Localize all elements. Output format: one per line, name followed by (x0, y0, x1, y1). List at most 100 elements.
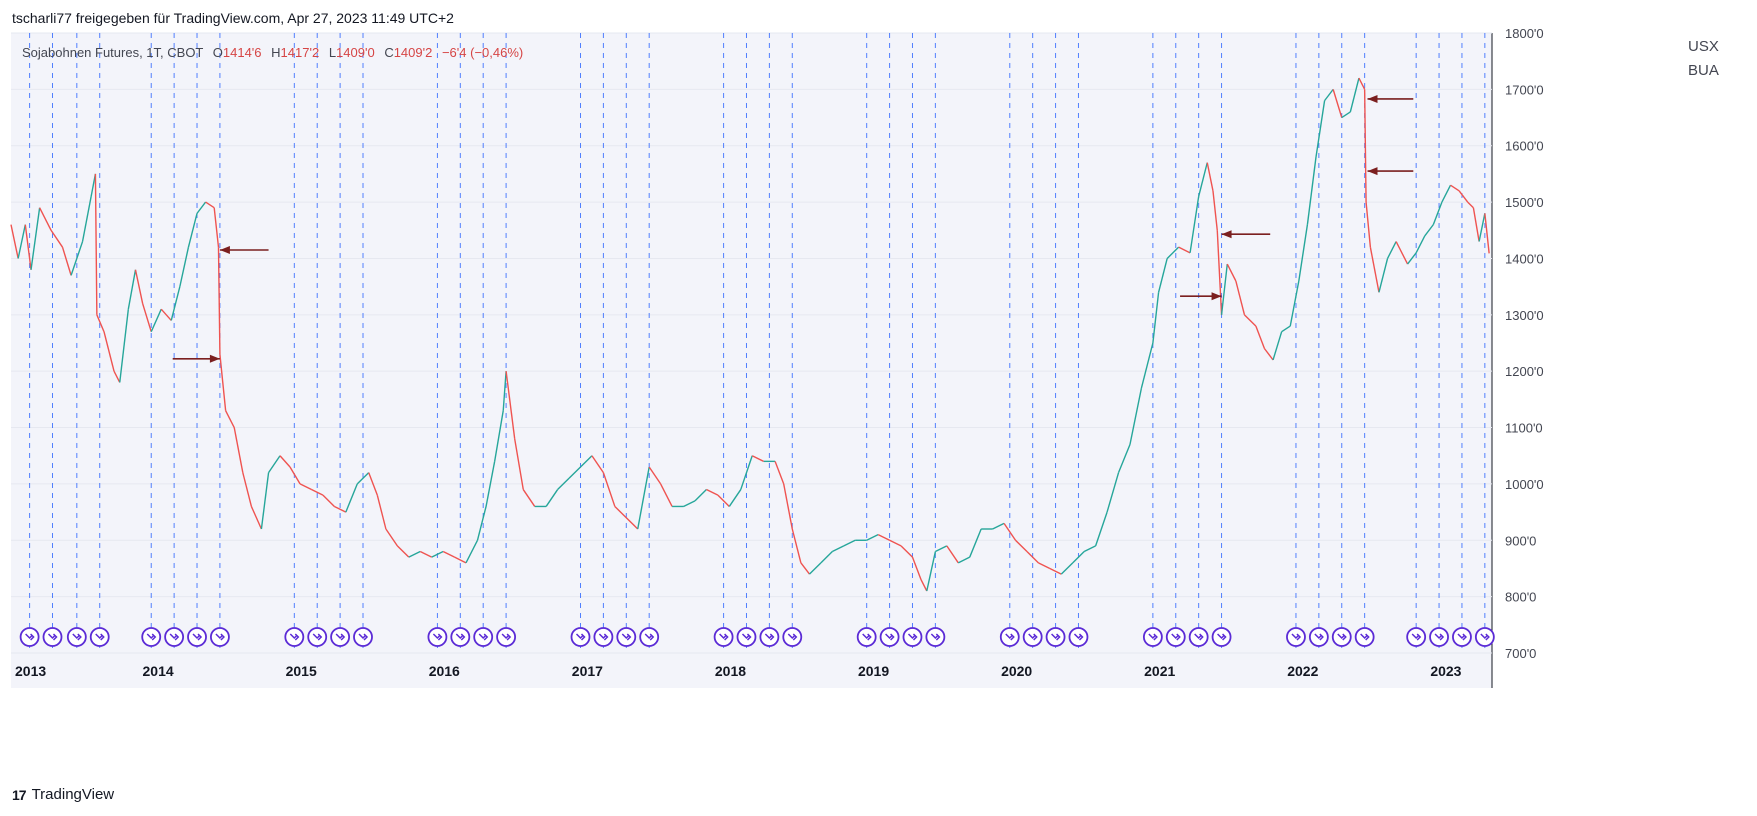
footer-brand-label: TradingView (31, 786, 115, 803)
price-segment (1060, 562, 1074, 575)
price-axis-ticks: 700'0 800'0 900'0 1000'0 1100'0 1200'0 1300'0 1… (1505, 26, 1544, 661)
arrow-icon (862, 633, 872, 641)
price-segment (992, 522, 1005, 530)
cycle-marker (353, 627, 373, 647)
plot-background (11, 33, 1492, 653)
arrow-icon (1171, 633, 1181, 641)
cycle-marker (902, 627, 923, 647)
price-segment (717, 494, 730, 507)
price-segment (356, 472, 370, 485)
arrow-icon (1051, 633, 1061, 641)
cycle-marker (1406, 627, 1427, 647)
price-segment (289, 466, 301, 485)
price-segment (1369, 247, 1380, 293)
price-segment (637, 466, 650, 530)
price-segment (1226, 263, 1237, 282)
arrow-icon (1411, 633, 1422, 641)
cycle-vertical-lines (29, 33, 1486, 653)
price-segment (442, 550, 455, 558)
price-segment (1197, 162, 1208, 197)
arrow-icon (25, 633, 35, 641)
time-tick-label: 2021 (1144, 663, 1175, 679)
arrow-icon (1337, 633, 1347, 641)
price-segment (1003, 522, 1017, 541)
price-segment (625, 517, 639, 530)
time-tick-label: 2013 (15, 663, 46, 679)
price-segment (187, 213, 198, 248)
price-segment (1363, 89, 1367, 203)
price-segment (969, 528, 982, 558)
arrow-icon (501, 633, 512, 641)
arrow-icon (1194, 633, 1204, 641)
arrow-icon (358, 633, 369, 641)
arrow-icon (215, 633, 225, 641)
cycle-marker (570, 627, 591, 647)
time-tick-label: 2014 (143, 663, 174, 679)
price-segment (368, 472, 378, 496)
price-segment (900, 545, 913, 558)
cycle-marker (925, 627, 946, 647)
arrow-icon (1073, 633, 1084, 641)
price-segment (465, 539, 479, 564)
price-tick-label: 1300'0 (1505, 308, 1544, 323)
price-segment (1015, 539, 1028, 553)
price-segment (454, 556, 467, 564)
arrow-icon (95, 633, 105, 641)
cycle-marker (89, 627, 110, 647)
price-segment (1272, 331, 1283, 361)
arrow-icon (764, 633, 775, 641)
legend-open-label: O (212, 45, 223, 60)
cycle-marker (19, 627, 40, 647)
cycle-marker (496, 627, 516, 647)
cycle-marker (1142, 627, 1163, 647)
price-segment (345, 483, 358, 513)
legend-high-label: H (271, 45, 281, 60)
price-segment (1178, 246, 1191, 254)
price-tick-label: 1700'0 (1505, 82, 1544, 97)
annotation-arrow-head (1367, 167, 1378, 176)
cycle-marker (187, 627, 207, 647)
price-segment (1358, 77, 1366, 90)
annotation-arrow-head (219, 246, 230, 254)
price-series (10, 77, 1490, 592)
cycle-marker (616, 627, 637, 647)
price-segment (1049, 567, 1062, 575)
cycle-marker (1452, 627, 1472, 647)
price-segment (866, 534, 879, 541)
price-segment (1324, 88, 1334, 102)
price-segment (213, 207, 220, 248)
price-segment (94, 173, 98, 315)
price-segment (196, 201, 207, 214)
cycle-marker (1354, 627, 1375, 647)
price-segment (683, 500, 696, 508)
price-segment (385, 528, 398, 547)
price-segment (946, 545, 959, 564)
price-segment (1216, 230, 1223, 315)
legend-high-value: 1417'2 (280, 45, 320, 60)
price-segment (648, 466, 662, 485)
price-segment (820, 551, 833, 564)
price-segment (513, 438, 524, 490)
price-segment (1332, 89, 1343, 118)
price-segment (580, 455, 593, 468)
arrow-icon (1360, 633, 1370, 641)
cycle-marker (42, 627, 63, 647)
cycle-marker (1022, 627, 1043, 647)
price-segment (267, 455, 281, 474)
time-tick-label: 2019 (858, 663, 889, 679)
cycle-marker (1308, 627, 1329, 647)
arrow-icon (621, 633, 632, 641)
price-segment (61, 246, 72, 276)
cycle-markers (19, 627, 1495, 647)
legend-close-value: 1409'2 (393, 45, 433, 60)
time-tick-label: 2023 (1430, 663, 1461, 679)
arrow-icon (1457, 633, 1468, 641)
footer-brand[interactable]: 17 TradingView (12, 786, 114, 803)
cycle-marker (450, 627, 471, 647)
price-segment (1263, 348, 1274, 361)
price-segment (179, 247, 190, 287)
time-axis-ticks: 2013 2014 2015 2016 2017 2018 2019 2020 2021 2022… (15, 663, 1462, 679)
time-tick-label: 2022 (1287, 663, 1318, 679)
annotation-arrow (172, 354, 220, 363)
